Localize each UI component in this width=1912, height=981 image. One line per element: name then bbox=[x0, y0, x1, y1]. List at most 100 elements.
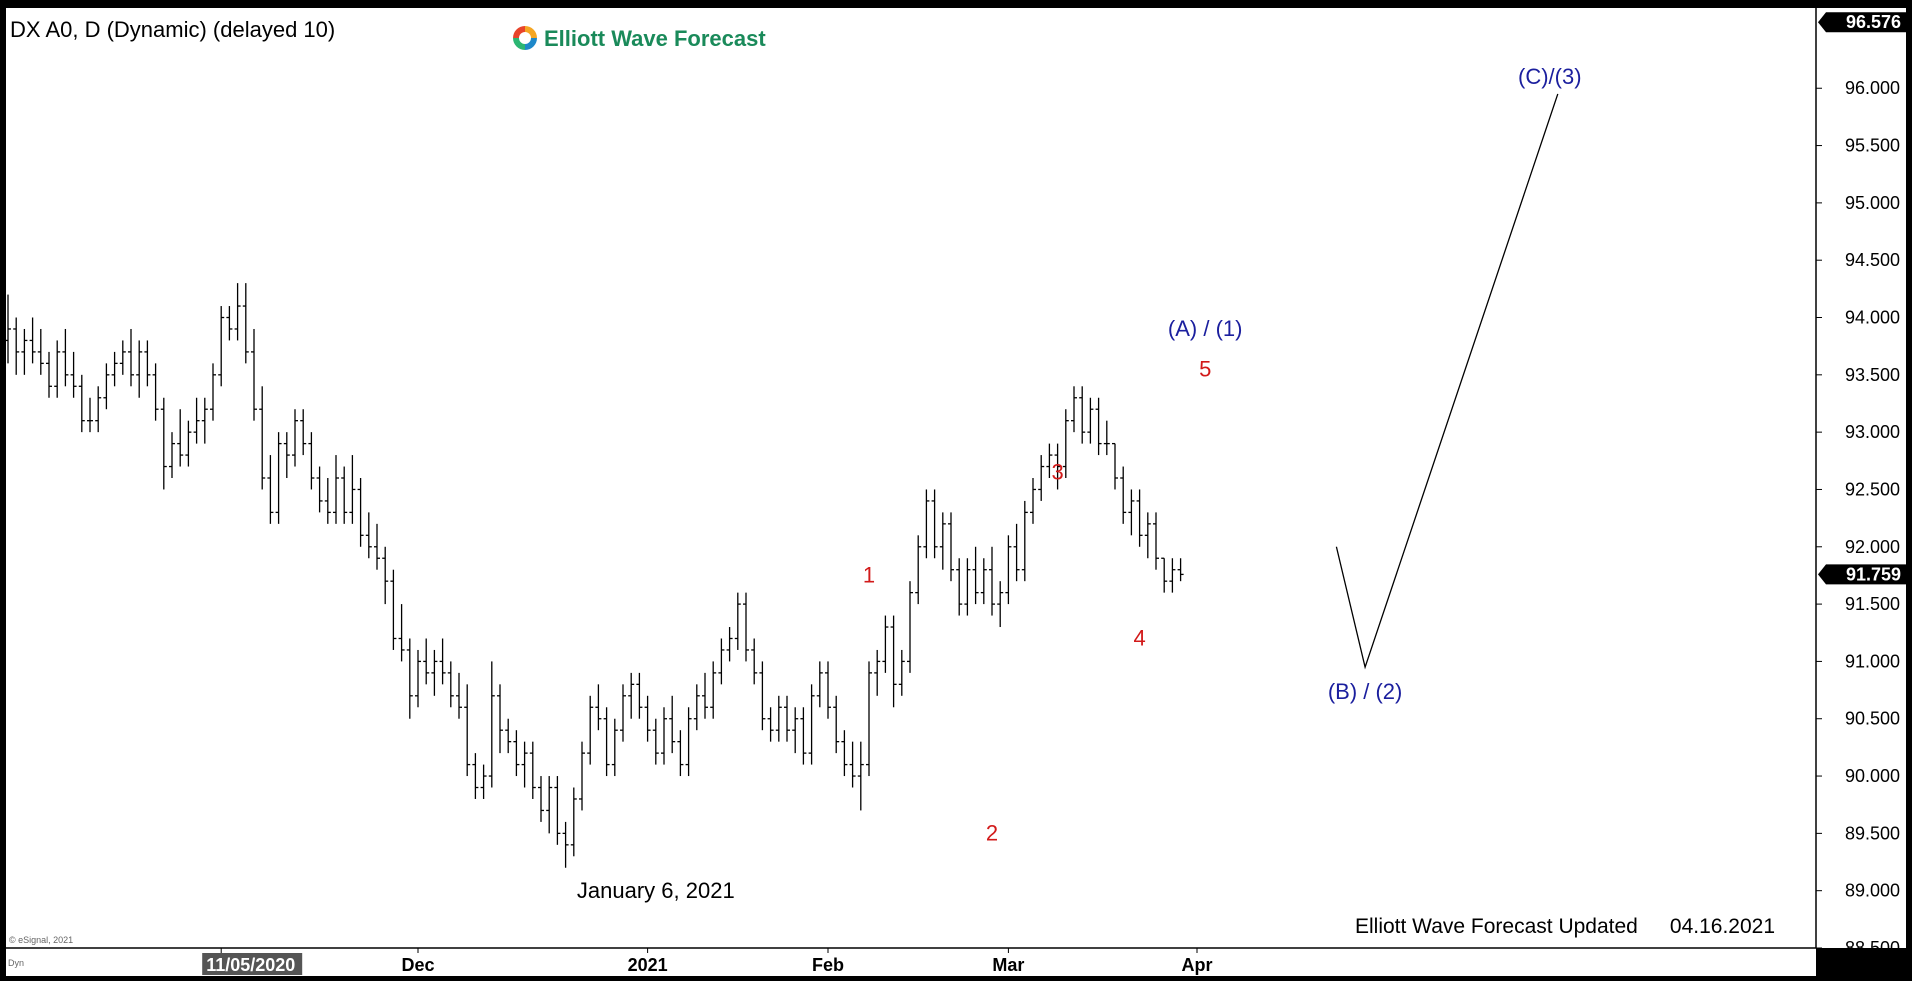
price-tag: 96.576 bbox=[1818, 12, 1906, 33]
ohlc-bar bbox=[234, 283, 241, 341]
y-tick-label: 91.500 bbox=[1845, 594, 1900, 614]
logo: Elliott Wave Forecast bbox=[513, 26, 766, 51]
ohlc-bar bbox=[513, 730, 520, 777]
ohlc-bar bbox=[570, 787, 577, 857]
x-tick-label: Feb bbox=[812, 955, 844, 975]
wave-label-5: 5 bbox=[1199, 356, 1211, 381]
ohlc-bar bbox=[825, 661, 831, 719]
ohlc-bar bbox=[562, 821, 569, 868]
date-annotation: January 6, 2021 bbox=[577, 878, 735, 903]
ohlc-bar bbox=[1021, 500, 1028, 582]
ohlc-bar bbox=[406, 638, 413, 719]
y-tick-label: 90.000 bbox=[1845, 766, 1900, 786]
ohlc-bar bbox=[1087, 397, 1094, 444]
ohlc-bar bbox=[718, 638, 725, 685]
ohlc-bar bbox=[152, 363, 159, 421]
ohlc-bar bbox=[5, 294, 11, 364]
ohlc-bar bbox=[1071, 386, 1077, 433]
projection-label: (B) / (2) bbox=[1328, 679, 1403, 704]
ohlc-bar bbox=[1161, 557, 1168, 593]
ohlc-bar bbox=[1112, 442, 1118, 490]
projection-path bbox=[1335, 93, 1559, 670]
y-tick-label: 93.000 bbox=[1845, 422, 1900, 442]
ohlc-bar bbox=[95, 386, 102, 433]
plot-area bbox=[6, 8, 1816, 948]
ohlc-bar bbox=[201, 397, 208, 444]
ohlc-bar bbox=[661, 707, 667, 765]
y-tick-label: 94.000 bbox=[1845, 308, 1900, 328]
ohlc-bar bbox=[37, 328, 44, 375]
ohlc-bar bbox=[538, 776, 544, 822]
ohlc-bar bbox=[29, 317, 36, 364]
ohlc-bar bbox=[390, 569, 397, 650]
ohlc-bar bbox=[242, 283, 249, 364]
wave-label-2: 2 bbox=[986, 820, 998, 845]
x-tick-label: Dec bbox=[401, 955, 434, 975]
ohlc-bar bbox=[357, 478, 364, 547]
ohlc-bar bbox=[767, 707, 774, 742]
ohlc-bar bbox=[743, 592, 749, 662]
ohlc-bar bbox=[595, 684, 602, 731]
x-axis-ticks: 11/05/2020 Dec 2021 Feb Mar Apr bbox=[202, 948, 1213, 975]
updated-label: Elliott Wave Forecast Updated bbox=[1355, 915, 1638, 938]
ohlc-bar bbox=[193, 397, 200, 444]
ohlc-bar bbox=[1046, 443, 1053, 478]
ohlc-bar bbox=[849, 741, 856, 788]
ohlc-bar bbox=[78, 374, 85, 433]
ohlc-bar bbox=[1005, 535, 1012, 605]
ohlc-bar bbox=[472, 753, 479, 799]
ohlc-bar bbox=[185, 420, 192, 467]
ohlc-bar bbox=[579, 741, 585, 811]
ohlc-bar bbox=[415, 649, 421, 708]
ohlc-bar bbox=[874, 649, 881, 696]
ohlc-bar bbox=[611, 718, 618, 777]
ohlc-bar bbox=[13, 317, 20, 375]
ohlc-bar bbox=[46, 351, 52, 398]
ohlc-bar bbox=[972, 546, 979, 605]
ohlc-bar bbox=[948, 512, 954, 582]
ohlc-bar bbox=[677, 730, 684, 777]
ohlc-bar bbox=[685, 707, 692, 777]
ohlc-bar bbox=[546, 776, 553, 834]
ohlc-bar bbox=[603, 707, 610, 777]
ohlc-bar bbox=[136, 340, 143, 398]
ohlc-bar bbox=[62, 328, 69, 387]
wave-label-3: 3 bbox=[1051, 459, 1063, 484]
ohlc-bar bbox=[341, 466, 348, 524]
ohlc-bar bbox=[1013, 523, 1020, 582]
logo-text: Elliott Wave Forecast bbox=[544, 26, 766, 51]
ohlc-bar bbox=[1144, 512, 1151, 559]
ohlc-bar bbox=[439, 638, 446, 685]
x-tick-label: 11/05/2020 bbox=[206, 955, 295, 975]
ohlc-bar bbox=[784, 695, 790, 742]
ohlc-bar bbox=[841, 730, 848, 777]
x-tick-label: Apr bbox=[1182, 955, 1213, 975]
ohlc-bar bbox=[464, 684, 471, 777]
ohlc-bar bbox=[915, 535, 922, 605]
wave-label-1: 1 bbox=[863, 563, 875, 588]
ohlc-bar bbox=[54, 340, 61, 398]
ohlc-bar bbox=[882, 615, 889, 673]
y-tick-label: 94.500 bbox=[1845, 250, 1900, 270]
ohlc-bar bbox=[160, 397, 167, 490]
ohlc-bar bbox=[1153, 512, 1159, 570]
ohlc-bar bbox=[800, 707, 807, 765]
y-tick-label: 88.500 bbox=[1845, 938, 1900, 958]
ohlc-bar bbox=[702, 672, 708, 719]
ohlc-bar bbox=[816, 661, 823, 708]
ohlc-bar bbox=[218, 306, 225, 387]
corner-tag: Dyn bbox=[8, 958, 24, 968]
ohlc-bar bbox=[365, 512, 372, 559]
x-tick-label: 2021 bbox=[628, 955, 668, 975]
ohlc-bar bbox=[907, 581, 913, 673]
updated-date: 04.16.2021 bbox=[1670, 915, 1775, 938]
y-tick-label: 93.500 bbox=[1845, 365, 1900, 385]
ohlc-bar bbox=[87, 397, 93, 433]
y-axis-ticks: 88.500 89.000 89.500 90.000 90.500 91.000 91.5… bbox=[1816, 78, 1900, 958]
y-tick-label: 95.500 bbox=[1845, 136, 1900, 156]
ohlc-bar bbox=[652, 718, 659, 765]
ohlc-bar bbox=[283, 432, 290, 478]
ohlc-bar bbox=[267, 455, 274, 524]
ohlc-bar bbox=[628, 672, 635, 719]
